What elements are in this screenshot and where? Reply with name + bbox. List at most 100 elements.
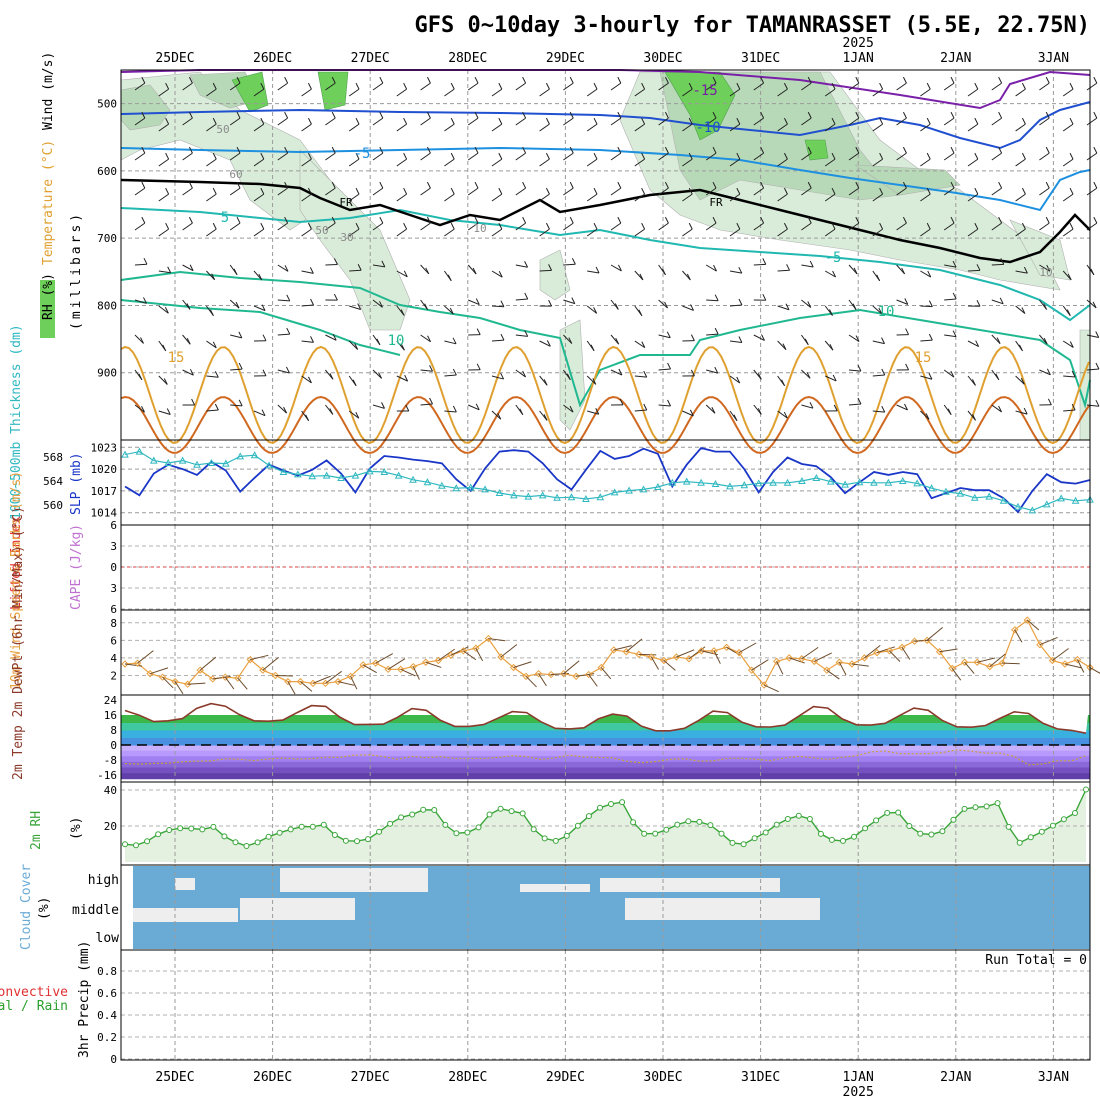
thickness-point <box>1057 494 1066 502</box>
wind-barb <box>705 404 716 414</box>
thickness-point <box>769 478 777 486</box>
wind-speed-point <box>522 672 530 681</box>
wind-barb <box>467 264 477 275</box>
wind-barb <box>229 152 241 161</box>
wind-barb-feather <box>781 379 786 386</box>
wind-barb-feather <box>807 111 812 119</box>
panel-frames <box>120 69 1091 1061</box>
rh-2m-point <box>221 833 228 840</box>
wind-barb-feather <box>902 76 907 84</box>
thickness-point <box>970 493 979 501</box>
wind-barb <box>1062 193 1074 202</box>
wind-barb-feather <box>260 82 265 90</box>
wind-barb <box>613 645 632 651</box>
wind-barb-feather <box>283 406 288 414</box>
wind-barb <box>943 82 955 91</box>
wind-barb <box>586 88 598 97</box>
bottom-date-label: 29DEC <box>546 1070 585 1085</box>
wind-barb <box>563 334 573 344</box>
thickness-point <box>654 482 662 490</box>
axis-label-rh-percent: (%) <box>69 817 84 840</box>
wind-barb-feather <box>881 368 886 376</box>
rh-tick-label: 40 <box>104 784 117 797</box>
rh-2m-point <box>1083 786 1089 793</box>
wind-barb <box>162 676 174 689</box>
wind-barb <box>777 340 787 350</box>
wind-barb <box>412 666 420 680</box>
cloud-tick-label: high <box>88 873 119 888</box>
precip-tick-label: 0.6 <box>97 987 117 1000</box>
wind-barb-feather <box>498 270 503 278</box>
wind-barb-feather <box>378 372 383 379</box>
wind-barb-feather <box>403 152 408 160</box>
wind-barb-feather <box>188 216 193 224</box>
wind-barb-feather <box>643 403 648 411</box>
thickness-point <box>178 456 187 464</box>
wind-barb-feather <box>667 399 672 407</box>
axis-label-3hr-precip: 3hr Precip (mm) <box>77 941 92 1058</box>
wind-barb-feather <box>595 408 600 415</box>
wind-barb-feather <box>238 331 243 339</box>
thickness-point <box>783 478 792 486</box>
rh-2m-point <box>950 816 957 823</box>
rh-high-shading <box>231 71 269 113</box>
wind-barb <box>801 152 812 161</box>
wind-barb <box>1039 264 1050 272</box>
wind-barb-feather <box>950 146 955 154</box>
wind-barb-feather <box>593 82 598 90</box>
cloud-clear-patch <box>240 898 355 920</box>
wind-tick-label: 6 <box>110 634 117 647</box>
wind-barb <box>920 305 933 308</box>
wind-barb-feather <box>332 334 337 341</box>
wind-barb <box>182 222 193 231</box>
cold-band <box>121 750 1090 757</box>
thickness-point <box>870 478 878 486</box>
wind-barb-feather <box>757 373 762 380</box>
wind-barb <box>1086 152 1098 161</box>
wind-barb-feather <box>643 370 648 378</box>
wind-barb-feather <box>733 414 738 421</box>
wind-barb-feather <box>1093 146 1098 154</box>
wind-speed-point <box>459 647 468 655</box>
wind-barb-feather <box>189 368 194 376</box>
wind-barb-feather <box>712 146 717 154</box>
wind-barb-feather <box>571 297 576 304</box>
wind-barb <box>348 123 360 132</box>
wind-barb <box>134 222 146 231</box>
wind-barb-feather <box>355 152 360 160</box>
thickness-point <box>639 485 648 493</box>
wind-barb-feather <box>286 294 291 302</box>
top-date-label: 3JAN <box>1038 51 1069 66</box>
wind-barb-feather <box>236 146 241 154</box>
wind-barb <box>134 334 144 344</box>
rh-2m-point <box>851 833 857 840</box>
wind-barb <box>539 269 552 272</box>
wind-barb <box>206 340 217 349</box>
wind-speed-point <box>572 672 580 681</box>
wind-barb-feather <box>426 181 431 189</box>
rh-2m-point <box>276 829 283 836</box>
wind-barb <box>158 305 169 314</box>
wind-barb <box>777 158 788 167</box>
wind-barb-feather <box>593 187 598 195</box>
wind-barb-feather <box>141 111 146 119</box>
contour-label: -5 <box>354 146 371 162</box>
thickness-point <box>942 487 950 495</box>
wind-barb <box>301 270 314 274</box>
wind-barb <box>563 222 574 231</box>
wind-barb-feather <box>619 398 624 406</box>
wind-barb <box>348 228 360 237</box>
wind-barb-feather <box>569 111 574 119</box>
wind-barb <box>777 269 790 272</box>
wind-speed-point <box>547 670 555 679</box>
wind-barb <box>277 152 288 161</box>
wind-barb-feather <box>286 327 291 335</box>
wind-barb <box>753 263 766 266</box>
wind-barb <box>563 660 580 675</box>
wind-barb <box>967 158 979 167</box>
wind-barb <box>538 673 547 687</box>
wind-barb-feather <box>1066 309 1071 316</box>
wind-barb-feather <box>615 337 620 345</box>
wind-barb <box>705 222 717 231</box>
wind-barb-feather <box>617 76 622 84</box>
